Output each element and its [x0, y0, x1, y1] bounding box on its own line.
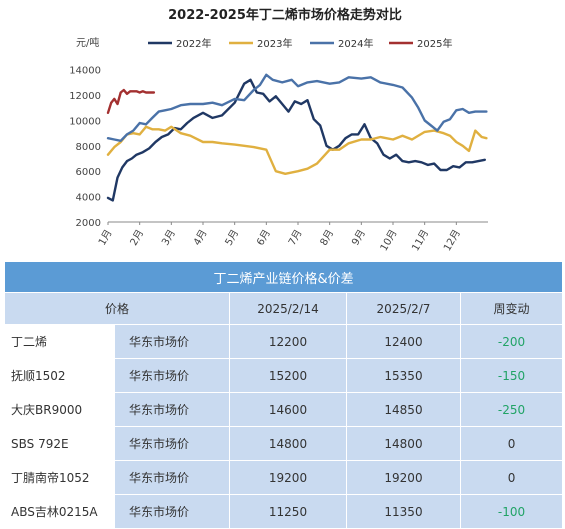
x-tick-label: 2月 — [128, 228, 147, 248]
row-change: -150 — [459, 358, 564, 393]
row-market: 华东市场价 — [114, 392, 230, 427]
row-name: 丁腈南帝1052 — [4, 460, 115, 495]
row-value-date1: 15200 — [229, 358, 347, 393]
row-name: 大庆BR9000 — [4, 392, 115, 427]
price-trend-chart: 2022-2025年丁二烯市场价格走势对比 元/吨 2022年 2023年 2024… — [0, 0, 565, 258]
legend-label-1: 2022年 — [176, 37, 211, 50]
header-date1: 2025/2/14 — [229, 292, 347, 325]
x-tick-label: 5月 — [223, 228, 242, 248]
price-table: 丁二烯产业链价格&价差 价格 2025/2/14 2025/2/7 周变动 丁二… — [3, 261, 564, 529]
y-tick-label: 6000 — [76, 167, 101, 178]
row-value-date2: 12400 — [346, 324, 461, 359]
header-date2: 2025/2/7 — [346, 292, 461, 325]
x-tick-label: 10月 — [378, 228, 400, 254]
row-market: 华东市场价 — [114, 426, 230, 461]
x-tick-label: 9月 — [349, 228, 368, 248]
series-line-3 — [106, 73, 488, 143]
row-value-date1: 12200 — [229, 324, 347, 359]
series-line-4 — [106, 88, 156, 115]
table-row: ABS吉林0215A 华东市场价 11250 11350 -100 — [4, 494, 564, 529]
y-tick-label: 2000 — [76, 218, 101, 229]
unit-label: 元/吨 — [76, 36, 99, 49]
legend-label-3: 2024年 — [338, 37, 373, 50]
table-title: 丁二烯产业链价格&价差 — [3, 261, 564, 293]
header-change: 周变动 — [459, 292, 564, 325]
series-layer — [106, 73, 488, 202]
chart-canvas: 2022-2025年丁二烯市场价格走势对比 元/吨 2022年 2023年 2024… — [69, 7, 488, 254]
x-tick-label: 8月 — [318, 228, 337, 248]
header-price: 价格 — [4, 292, 230, 325]
table-row: 丁二烯 华东市场价 12200 12400 -200 — [4, 324, 564, 359]
row-value-date2: 19200 — [346, 460, 461, 495]
chart-legend: 2022年 2023年 2024年 2025年 — [148, 37, 452, 50]
row-market: 华东市场价 — [114, 460, 230, 495]
y-tick-label: 10000 — [69, 116, 101, 127]
row-change: 0 — [459, 460, 564, 495]
row-value-date2: 11350 — [346, 494, 461, 529]
x-tick-label: 1月 — [96, 228, 115, 248]
y-tick-label: 8000 — [76, 142, 101, 153]
row-value-date1: 19200 — [229, 460, 347, 495]
series-line-2 — [106, 125, 488, 176]
row-name: 丁二烯 — [4, 324, 115, 359]
legend-label-4: 2025年 — [417, 37, 452, 50]
row-market: 华东市场价 — [114, 324, 230, 359]
table-row: 抚顺1502 华东市场价 15200 15350 -150 — [4, 358, 564, 393]
chart-title: 2022-2025年丁二烯市场价格走势对比 — [168, 7, 402, 23]
y-tick-label: 12000 — [69, 91, 101, 102]
row-market: 华东市场价 — [114, 494, 230, 529]
x-tick-label: 6月 — [254, 228, 273, 248]
x-tick-label: 3月 — [159, 228, 178, 248]
price-table-grid: 丁二烯产业链价格&价差 价格 2025/2/14 2025/2/7 周变动 丁二… — [3, 261, 564, 529]
series-line-1 — [106, 78, 486, 202]
row-value-date2: 14800 — [346, 426, 461, 461]
table-row: 丁腈南帝1052 华东市场价 19200 19200 0 — [4, 460, 564, 495]
row-name: SBS 792E — [4, 426, 115, 461]
row-change: -250 — [459, 392, 564, 427]
x-tick-label: 7月 — [286, 228, 305, 248]
y-tick-label: 14000 — [69, 66, 101, 77]
table-row: 大庆BR9000 华东市场价 14600 14850 -250 — [4, 392, 564, 427]
x-tick-label: 4月 — [191, 228, 210, 248]
row-value-date2: 14850 — [346, 392, 461, 427]
row-value-date1: 14600 — [229, 392, 347, 427]
row-change: -200 — [459, 324, 564, 359]
table-header-row: 价格 2025/2/14 2025/2/7 周变动 — [4, 292, 564, 325]
row-value-date1: 11250 — [229, 494, 347, 529]
row-value-date1: 14800 — [229, 426, 347, 461]
row-change: -100 — [459, 494, 564, 529]
y-tick-label: 4000 — [76, 193, 101, 204]
x-tick-label: 11月 — [410, 228, 432, 254]
row-name: ABS吉林0215A — [4, 494, 115, 529]
row-value-date2: 15350 — [346, 358, 461, 393]
table-row: SBS 792E 华东市场价 14800 14800 0 — [4, 426, 564, 461]
row-name: 抚顺1502 — [4, 358, 115, 393]
row-market: 华东市场价 — [114, 358, 230, 393]
legend-label-2: 2023年 — [257, 37, 292, 50]
x-tick-label: 12月 — [441, 228, 463, 254]
row-change: 0 — [459, 426, 564, 461]
